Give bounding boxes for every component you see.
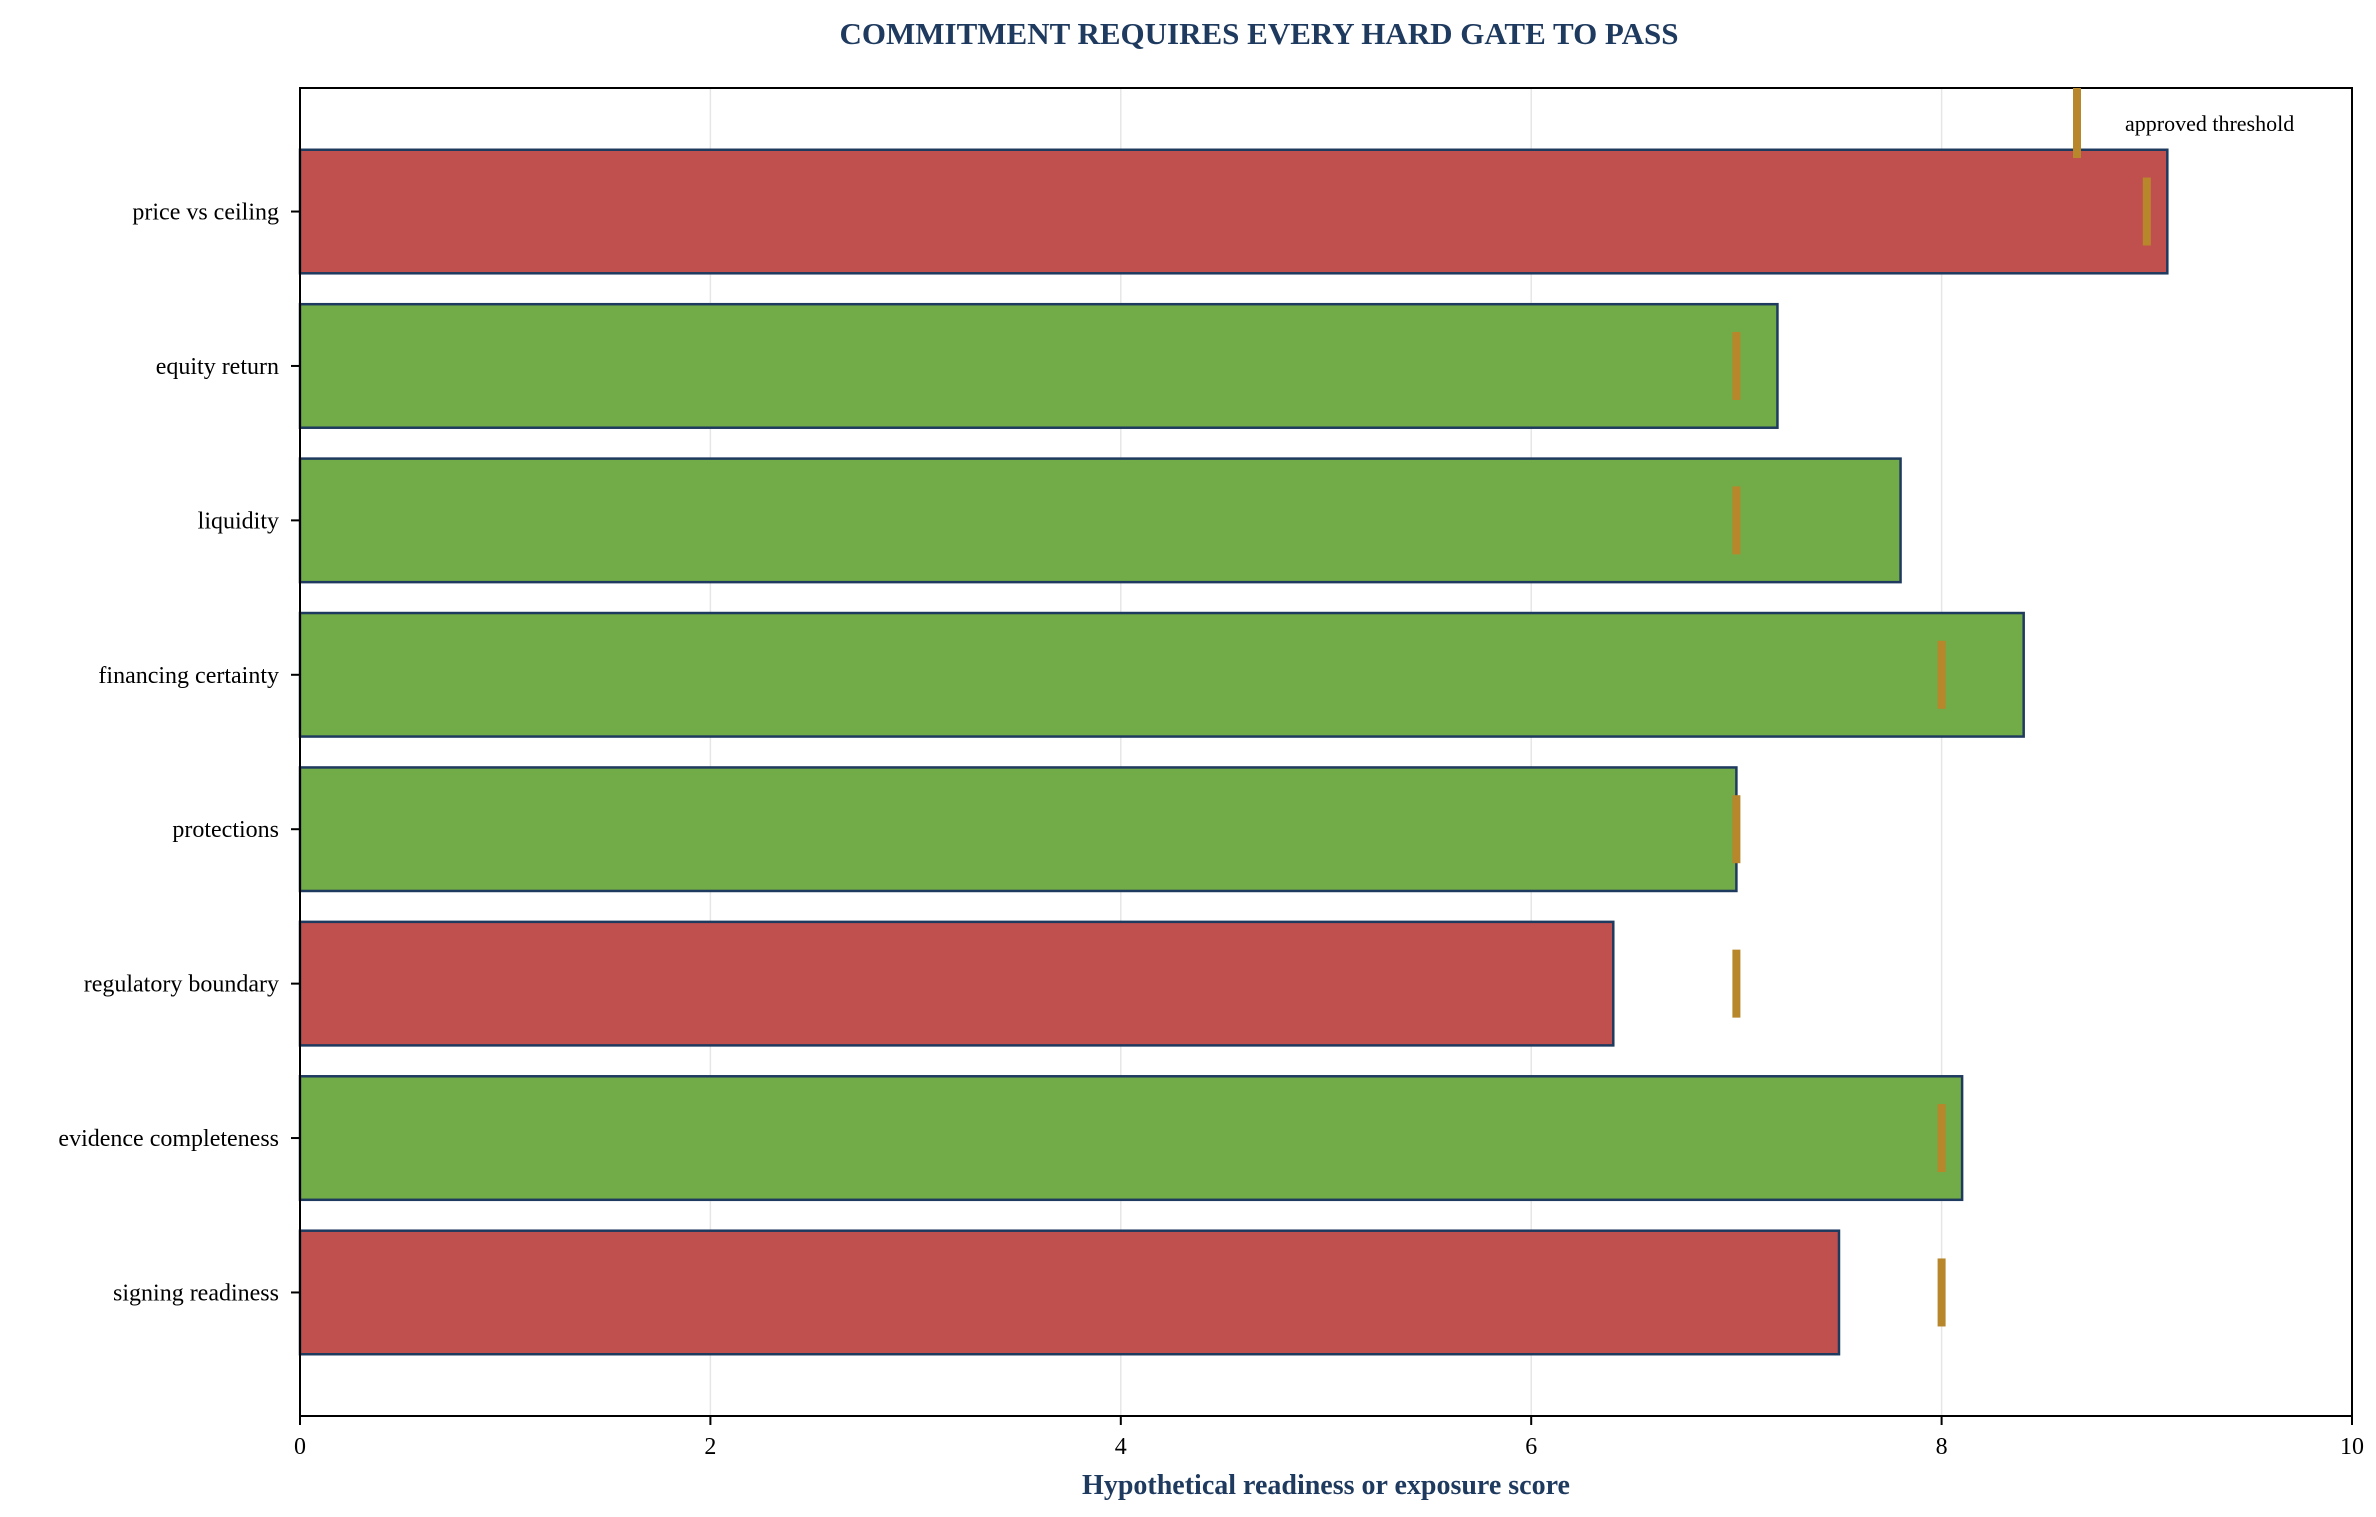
bar-liquidity — [298, 457, 1902, 584]
x-axis-label: Hypothetical readiness or exposure score — [1082, 1470, 1570, 1501]
legend-label-threshold: approved threshold — [2125, 111, 2294, 136]
x-tick-label: 4 — [1115, 1434, 1127, 1460]
plot-frame — [299, 87, 2353, 1417]
bar-equity-return — [298, 302, 1779, 429]
threshold-marker — [1732, 949, 1741, 1018]
bar-protections — [298, 766, 1738, 893]
grid-layer — [709, 88, 1943, 1416]
bar-price-vs-ceiling — [298, 148, 2169, 275]
y-tick-label: evidence completeness — [58, 1126, 279, 1152]
y-tick-label: regulatory boundary — [84, 972, 279, 998]
bar-evidence-completeness — [298, 1075, 1964, 1202]
threshold-marker — [1937, 640, 1946, 709]
threshold-marker — [1732, 795, 1741, 864]
y-tick-label: protections — [172, 817, 279, 843]
threshold-layer — [1732, 177, 2151, 1327]
y-tick-label: financing certainty — [98, 663, 279, 689]
y-tick-label: price vs ceiling — [132, 200, 279, 226]
y-tick-label: equity return — [156, 354, 279, 380]
chart-title: COMMITMENT REQUIRES EVERY HARD GATE TO P… — [840, 16, 1679, 51]
x-tick-label: 10 — [2340, 1434, 2364, 1460]
y-axis: price vs ceiling equity return liquidity fi… — [58, 200, 300, 1306]
threshold-marker — [1937, 1258, 1946, 1327]
legend: approved threshold — [2073, 88, 2294, 158]
threshold-marker — [1732, 331, 1741, 400]
threshold-marker — [1937, 1104, 1946, 1173]
x-tick-label: 6 — [1525, 1434, 1537, 1460]
x-axis: 0 2 4 6 8 10 — [294, 1416, 2364, 1460]
y-tick-label: signing readiness — [113, 1280, 279, 1306]
x-tick-label: 2 — [704, 1434, 716, 1460]
bar-signing-readiness — [298, 1229, 1841, 1356]
bar-financing-certainty — [298, 611, 2025, 738]
x-tick-label: 0 — [294, 1434, 306, 1460]
x-tick-label: 8 — [1936, 1434, 1948, 1460]
threshold-marker — [2142, 177, 2151, 246]
bar-regulatory-boundary — [298, 920, 1615, 1047]
legend-threshold-marker — [2073, 88, 2081, 158]
bars-layer — [298, 148, 2169, 1356]
threshold-marker — [1732, 486, 1741, 555]
y-tick-label: liquidity — [198, 508, 279, 534]
